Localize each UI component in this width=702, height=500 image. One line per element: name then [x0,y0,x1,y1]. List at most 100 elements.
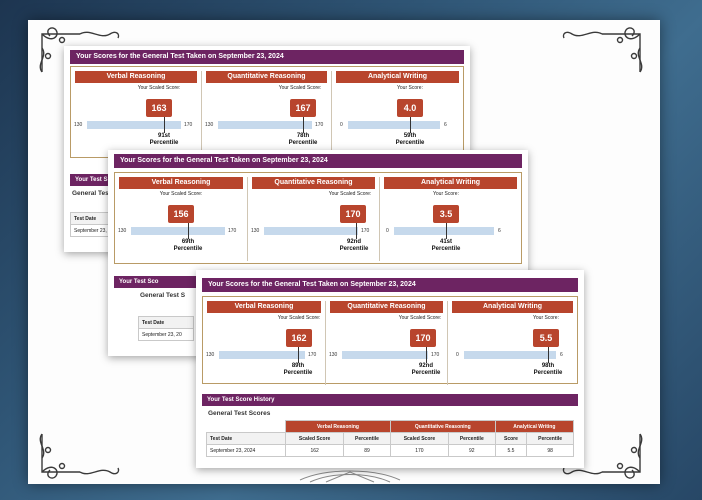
percentile-label: 59th Percentile [390,133,430,147]
scale-max: 6 [444,122,447,128]
scale-min: 130 [251,228,260,234]
history-date-cell: September 23, [70,224,120,237]
scale-min: 130 [206,352,215,358]
percentile-word: Percentile [283,370,313,376]
section-title: Verbal Reasoning [119,177,243,189]
percentile-word: Percentile [431,246,461,252]
history-cell: 5.5 [494,444,528,457]
section-writing: Analytical Writing Your Score: 3.5 0 6 4… [379,177,521,261]
ornament-corner-icon [34,428,124,480]
score-badge: 3.5 [433,205,459,223]
history-cell: 98 [526,444,574,457]
score-marker [188,223,189,239]
column-header: Test Date [138,316,194,329]
score-bar [87,121,181,129]
score-marker [356,223,357,239]
percentile-label: 89th Percentile [278,363,318,377]
score-bar [394,227,494,235]
scale-min: 130 [329,352,338,358]
section-writing: Analytical Writing Your Score: 4.0 0 6 5… [331,71,463,155]
history-cell: 170 [389,444,449,457]
percentile-word: Percentile [339,246,369,252]
percentile-word: Percentile [288,140,318,146]
score-marker [410,117,411,133]
history-table: Test Date September 23, 20 [138,316,194,341]
score-marker [446,223,447,239]
table-row: September 23, 2024 162 89 170 92 5.5 98 [205,444,574,457]
scale-min: 130 [74,122,83,128]
percentile-value: 69th [181,239,195,245]
score-label: Your Scaled Score: [278,85,322,91]
section-verbal: Verbal Reasoning Your Scaled Score: 162 … [203,301,325,385]
score-badge: 5.5 [533,329,559,347]
history-cell: 89 [343,444,391,457]
percentile-value: 98th [541,363,555,369]
score-label: Your Score: [433,191,459,197]
percentile-label: 41st Percentile [426,239,466,253]
percentile-word: Percentile [149,140,179,146]
score-summary-box: Verbal Reasoning Your Scaled Score: 163 … [70,66,464,158]
section-verbal: Verbal Reasoning Your Scaled Score: 163 … [71,71,201,155]
section-title: Analytical Writing [452,301,573,313]
history-subtitle: General Test Scores [208,410,271,417]
report-header: Your Scores for the General Test Taken o… [70,50,464,64]
scale-min: 130 [205,122,214,128]
section-writing: Analytical Writing Your Score: 5.5 0 6 9… [447,301,577,385]
history-cell: 92 [447,444,496,457]
score-report-3: Your Scores for the General Test Taken o… [196,270,584,468]
score-bar [342,351,428,359]
history-table: Test Date September 23, [70,212,120,237]
percentile-label: 98th Percentile [528,363,568,377]
medallion-icon [296,466,404,484]
scale-max: 170 [431,352,440,358]
percentile-word: Percentile [395,140,425,146]
ornament-corner-icon [558,428,648,480]
percentile-label: 69th Percentile [168,239,208,253]
score-summary-box: Verbal Reasoning Your Scaled Score: 162 … [202,296,578,385]
percentile-label: 91st Percentile [144,133,184,147]
score-marker [298,347,299,363]
section-title: Verbal Reasoning [207,301,321,313]
column-header: Test Date [70,212,120,225]
percentile-label: 92nd Percentile [406,363,446,377]
section-quantitative: Quantitative Reasoning Your Scaled Score… [247,177,379,261]
score-bar [218,121,312,129]
score-label: Your Scaled Score: [398,315,442,321]
percentile-value: 59th [403,133,417,139]
score-badge: 156 [168,205,194,223]
column-header: Scaled Score [389,432,449,445]
section-title: Analytical Writing [384,177,517,189]
score-badge: 170 [340,205,366,223]
percentile-value: 92nd [346,239,361,245]
score-marker [303,117,304,133]
section-title: Verbal Reasoning [75,71,197,83]
history-banner: Your Test Sco [114,276,198,288]
section-title: Quantitative Reasoning [330,301,443,313]
score-marker [164,117,165,133]
score-label: Your Scaled Score: [159,191,203,197]
score-label: Your Scaled Score: [137,85,181,91]
score-marker [426,347,427,363]
history-table: Verbal Reasoning Quantitative Reasoning … [205,420,575,457]
score-bar [219,351,305,359]
percentile-value: 91st [157,133,170,139]
percentile-label: 78th Percentile [283,133,323,147]
report-header: Your Scores for the General Test Taken o… [202,278,578,292]
percentile-value: 78th [296,133,310,139]
score-report-2: Your Scores for the General Test Taken o… [108,150,528,356]
scale-max: 6 [498,228,501,234]
score-bar [464,351,556,359]
score-badge: 4.0 [397,99,423,117]
score-badge: 167 [290,99,316,117]
score-badge: 163 [146,99,172,117]
scale-max: 170 [228,228,237,234]
scale-min: 0 [340,122,343,128]
score-bar [264,227,358,235]
score-bar [348,121,440,129]
group-header-quantitative: Quantitative Reasoning [389,420,496,433]
history-cell: 162 [285,444,345,457]
score-label: Your Scaled Score: [328,191,372,197]
section-verbal: Verbal Reasoning Your Scaled Score: 156 … [115,177,247,261]
column-header: Percentile [447,432,496,445]
percentile-word: Percentile [533,370,563,376]
